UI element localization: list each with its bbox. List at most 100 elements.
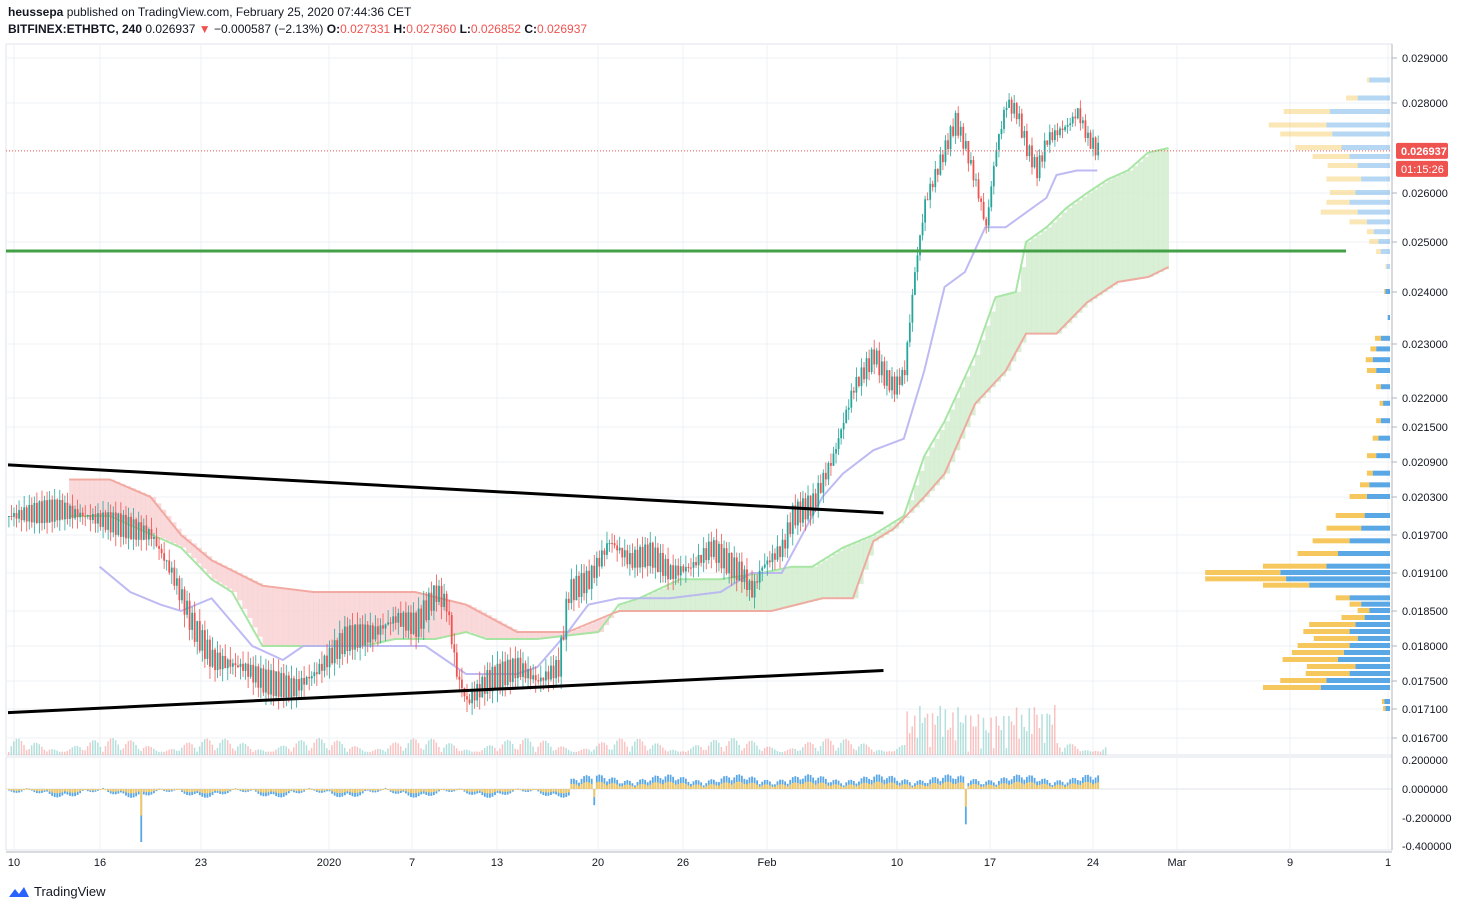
osc-bar-inner <box>191 789 194 793</box>
close-value: 0.026937 <box>537 22 588 36</box>
volume-bar <box>651 745 654 755</box>
candle-body <box>990 186 993 208</box>
candle-body <box>613 543 616 546</box>
candle-body <box>677 565 680 576</box>
volume-bar <box>768 746 771 755</box>
candle-body <box>702 548 705 563</box>
candle-body <box>659 552 662 573</box>
volume-bar <box>275 749 277 755</box>
ichimoku-cloud <box>511 629 518 639</box>
candle-body <box>873 349 876 365</box>
osc-bar-inner <box>1018 782 1021 789</box>
ichimoku-cloud <box>852 543 859 599</box>
osc-bar-inner <box>290 789 293 791</box>
tradingview-logo[interactable]: TradingView <box>8 884 106 899</box>
candle-body <box>69 505 71 519</box>
volume-profile-up <box>1326 563 1390 569</box>
volume-bar <box>257 749 259 755</box>
price-tick-label: 0.023000 <box>1402 339 1448 351</box>
volume-bar <box>858 746 860 755</box>
volume-bar <box>712 739 715 755</box>
volume-bar <box>1056 743 1059 755</box>
candle-body <box>723 548 725 569</box>
price-tick-label: 0.024000 <box>1402 287 1448 299</box>
osc-bar-inner <box>422 789 425 792</box>
osc-bar-inner <box>1020 783 1023 789</box>
ichimoku-cloud <box>593 621 599 633</box>
candle-body <box>868 358 871 373</box>
ichimoku-cloud <box>735 576 742 611</box>
ichimoku-cloud <box>1117 175 1124 282</box>
ichimoku-cloud <box>216 562 223 583</box>
ichimoku-cloud <box>807 566 813 603</box>
osc-bar-inner <box>539 789 542 792</box>
osc-bar-inner <box>478 789 481 791</box>
volume-bar <box>837 747 840 755</box>
volume-profile-down <box>1376 418 1381 424</box>
osc-bar-inner <box>147 789 150 793</box>
volume-bar <box>916 737 919 755</box>
ichimoku-cloud <box>796 566 803 605</box>
osc-bar-inner <box>669 781 672 789</box>
volume-bar <box>646 750 649 755</box>
volume-bar <box>598 743 600 755</box>
ichimoku-cloud <box>608 615 615 618</box>
osc-bar <box>567 789 570 796</box>
volume-bar <box>13 741 15 755</box>
osc-bar-inner <box>107 789 110 791</box>
volume-bar <box>188 742 191 755</box>
candle-body <box>481 676 484 698</box>
ichimoku-cloud <box>1015 292 1022 353</box>
candle-body <box>728 552 731 574</box>
candle-body <box>89 515 92 521</box>
volume-profile-down <box>1335 595 1350 601</box>
volume-bar <box>483 748 486 755</box>
candle-body <box>796 501 799 526</box>
candle-body <box>870 349 873 373</box>
osc-bar-inner <box>878 781 881 789</box>
time-tick-label: 2020 <box>317 857 341 869</box>
candle-body <box>51 499 54 522</box>
osc-bar-inner <box>712 784 715 789</box>
osc-bar-inner <box>175 789 178 790</box>
publish-info: heussepa published on TradingView.com, F… <box>8 5 411 19</box>
osc-bar-inner <box>231 789 234 790</box>
volume-bar <box>723 751 725 755</box>
osc-bar-inner <box>517 788 519 790</box>
candle-body <box>656 547 659 573</box>
osc-bar-inner <box>313 789 316 790</box>
candle-body <box>112 512 115 533</box>
osc-bar-inner <box>896 784 899 789</box>
volume-bar <box>644 745 646 755</box>
volume-bar <box>934 724 936 755</box>
ichimoku-cloud <box>135 490 141 528</box>
volume-bar <box>852 748 855 755</box>
osc-bar <box>707 780 710 789</box>
candle-body <box>183 589 186 615</box>
ichimoku-cloud <box>461 603 467 634</box>
volume-profile-up <box>1357 95 1390 101</box>
osc-bar-inner <box>842 787 845 789</box>
candle-body <box>972 160 975 181</box>
volume-bar <box>461 750 463 755</box>
symbol-label[interactable]: BITFINEX:ETHBTC, 240 <box>8 22 143 36</box>
volume-profile-up <box>1357 209 1390 215</box>
ichimoku-cloud <box>496 620 503 639</box>
volume-bar <box>1087 750 1089 755</box>
osc-bar-inner <box>771 786 774 789</box>
osc-bar-inner <box>992 785 995 789</box>
volume-bar <box>914 715 916 755</box>
ichimoku-cloud <box>257 583 263 637</box>
osc-bar-inner <box>835 784 837 789</box>
candle-body <box>104 512 107 530</box>
volume-bar <box>748 741 751 755</box>
osc-bar-inner <box>860 783 863 789</box>
volume-bar <box>1097 751 1099 755</box>
volume-bar <box>715 740 718 755</box>
volume-bar <box>377 748 379 755</box>
osc-bar-inner <box>476 789 479 792</box>
osc-bar-inner <box>611 783 613 789</box>
volume-bar <box>674 750 677 755</box>
candle-body <box>290 678 293 697</box>
